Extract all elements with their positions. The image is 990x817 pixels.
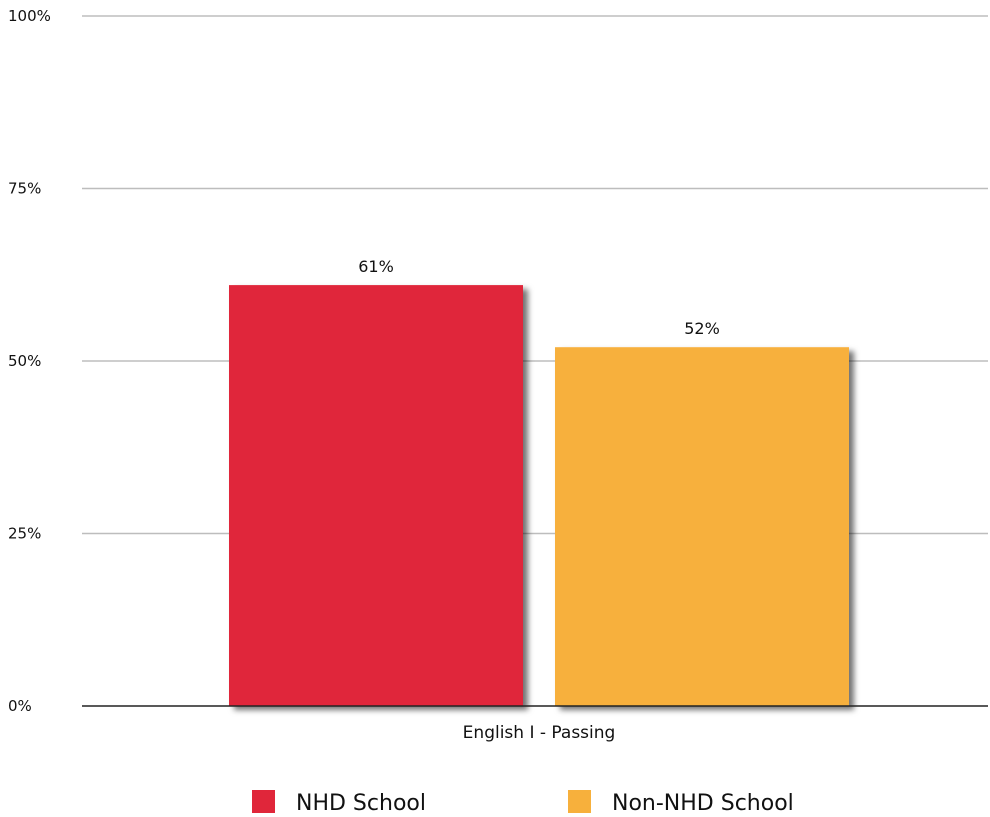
data-label: 61% bbox=[358, 257, 394, 276]
legend-label: NHD School bbox=[296, 791, 426, 816]
data-label: 52% bbox=[684, 319, 720, 338]
data-labels: 61% 52% bbox=[358, 257, 720, 338]
y-tick-label: 75% bbox=[8, 180, 41, 198]
bar-nhd-school bbox=[229, 285, 523, 706]
bar-non-nhd-school bbox=[555, 347, 849, 706]
y-tick-label: 0% bbox=[8, 697, 32, 715]
x-axis-category-labels: English I - Passing bbox=[463, 723, 616, 743]
y-axis-tick-labels: 0% 25% 50% 75% 100% bbox=[8, 7, 51, 715]
legend-swatch bbox=[252, 790, 275, 813]
legend: NHD School Non-NHD School bbox=[252, 790, 794, 816]
x-category-label: English I - Passing bbox=[463, 723, 616, 743]
gridlines bbox=[82, 15, 988, 535]
legend-label: Non-NHD School bbox=[612, 791, 794, 816]
y-tick-label: 50% bbox=[8, 352, 41, 370]
y-tick-label: 25% bbox=[8, 525, 41, 543]
y-tick-label: 100% bbox=[8, 7, 51, 25]
legend-swatch bbox=[568, 790, 591, 813]
bars bbox=[229, 285, 849, 706]
